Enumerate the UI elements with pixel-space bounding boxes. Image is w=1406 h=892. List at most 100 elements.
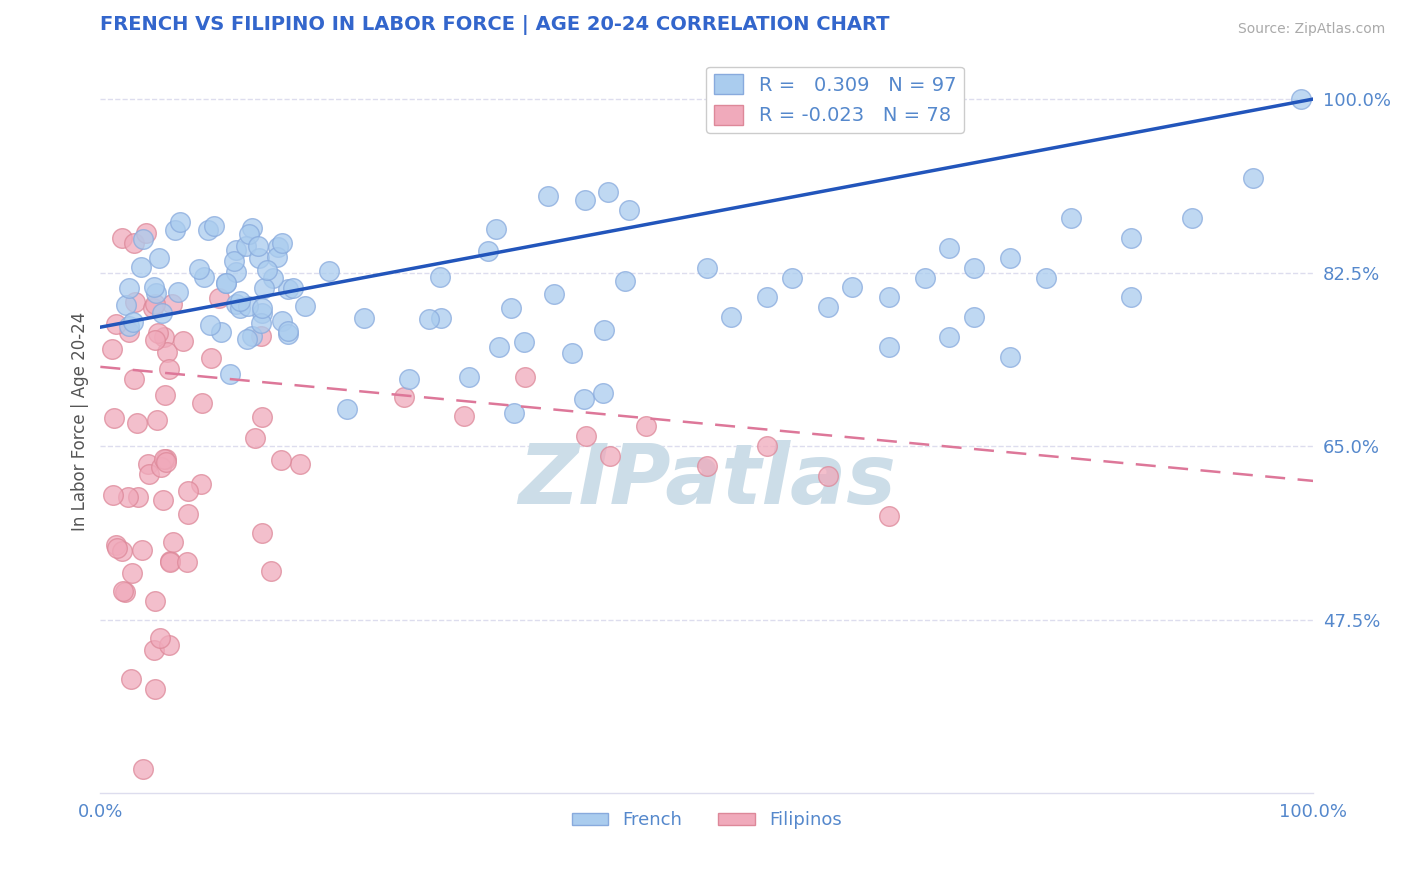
Point — [294, 299, 316, 313]
Point — [574, 429, 596, 443]
Point — [135, 226, 157, 240]
Point — [215, 276, 238, 290]
Point — [225, 243, 247, 257]
Point — [118, 281, 141, 295]
Point — [561, 346, 583, 360]
Text: FRENCH VS FILIPINO IN LABOR FORCE | AGE 20-24 CORRELATION CHART: FRENCH VS FILIPINO IN LABOR FORCE | AGE … — [100, 15, 890, 35]
Point — [267, 240, 290, 254]
Point — [103, 488, 125, 502]
Point — [277, 326, 299, 341]
Point — [877, 340, 900, 354]
Point — [114, 585, 136, 599]
Point — [1060, 211, 1083, 225]
Point — [142, 280, 165, 294]
Point — [142, 301, 165, 315]
Point — [488, 340, 510, 354]
Point — [105, 541, 128, 555]
Point — [145, 286, 167, 301]
Point — [115, 297, 138, 311]
Text: ZIPatlas: ZIPatlas — [517, 441, 896, 522]
Point — [120, 673, 142, 687]
Point — [720, 310, 742, 325]
Point — [696, 260, 718, 275]
Point — [877, 290, 900, 304]
Point — [169, 215, 191, 229]
Point — [155, 455, 177, 469]
Point — [250, 525, 273, 540]
Point — [222, 254, 245, 268]
Point — [336, 402, 359, 417]
Point — [125, 417, 148, 431]
Point — [162, 534, 184, 549]
Point — [574, 193, 596, 207]
Point — [249, 316, 271, 330]
Point — [817, 301, 839, 315]
Point — [117, 490, 139, 504]
Point — [592, 386, 614, 401]
Point — [143, 297, 166, 311]
Y-axis label: In Labor Force | Age 20-24: In Labor Force | Age 20-24 — [72, 312, 89, 531]
Point — [429, 270, 451, 285]
Point — [398, 372, 420, 386]
Point — [598, 186, 620, 200]
Point — [318, 264, 340, 278]
Point — [149, 631, 172, 645]
Point — [143, 682, 166, 697]
Point — [696, 458, 718, 473]
Point — [238, 299, 260, 313]
Point — [132, 762, 155, 776]
Point — [353, 310, 375, 325]
Point — [513, 369, 536, 384]
Point — [841, 280, 863, 294]
Point — [190, 477, 212, 491]
Point — [453, 409, 475, 424]
Point — [998, 251, 1021, 265]
Point — [153, 387, 176, 401]
Point — [209, 325, 232, 339]
Point — [599, 449, 621, 463]
Point — [149, 459, 172, 474]
Point — [176, 555, 198, 569]
Point — [537, 189, 560, 203]
Point — [250, 301, 273, 315]
Point — [817, 469, 839, 483]
Point — [124, 294, 146, 309]
Point — [202, 219, 225, 233]
Point — [1289, 92, 1312, 106]
Point — [252, 281, 274, 295]
Point — [111, 584, 134, 599]
Point — [938, 241, 960, 255]
Point — [938, 330, 960, 344]
Point — [143, 643, 166, 657]
Point — [252, 409, 274, 424]
Point — [572, 392, 595, 407]
Point — [277, 282, 299, 296]
Point — [146, 413, 169, 427]
Point — [159, 555, 181, 569]
Point — [153, 330, 176, 344]
Point — [512, 334, 534, 349]
Point — [236, 333, 259, 347]
Point — [172, 334, 194, 348]
Point — [1035, 270, 1057, 285]
Point — [122, 315, 145, 329]
Point — [260, 565, 283, 579]
Point — [121, 566, 143, 581]
Point — [208, 291, 231, 305]
Point — [250, 328, 273, 343]
Point — [256, 263, 278, 277]
Point — [122, 372, 145, 386]
Point — [543, 286, 565, 301]
Point — [200, 351, 222, 365]
Point — [756, 290, 779, 304]
Point — [240, 221, 263, 235]
Point — [247, 251, 270, 265]
Point — [277, 324, 299, 338]
Point — [167, 285, 190, 299]
Point — [148, 326, 170, 340]
Point — [157, 638, 180, 652]
Point — [392, 390, 415, 404]
Point — [157, 362, 180, 376]
Point — [198, 318, 221, 333]
Point — [143, 333, 166, 347]
